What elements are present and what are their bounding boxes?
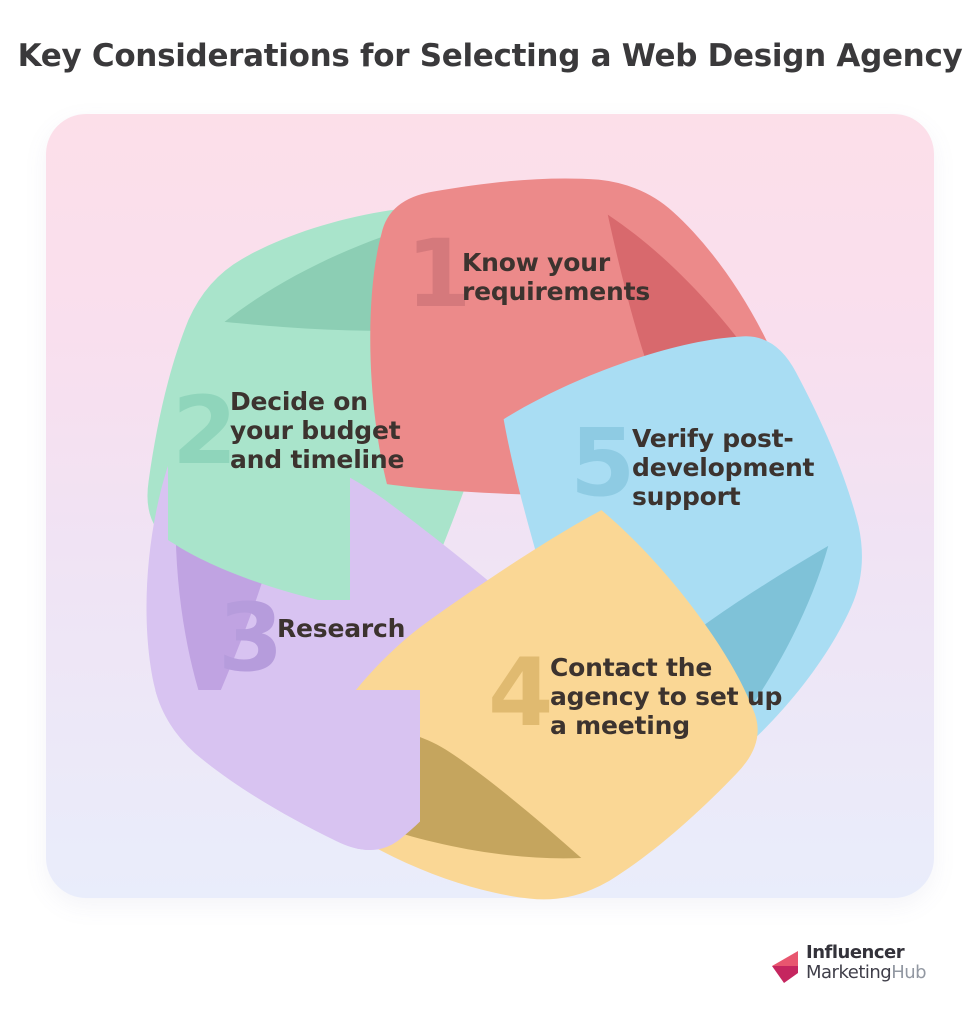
step-1-number: 1	[406, 220, 471, 329]
step-5-number: 5	[570, 409, 635, 518]
page-title: Key Considerations for Selecting a Web D…	[17, 38, 963, 74]
step-1-label: Know your requirements	[462, 248, 651, 306]
logo-arrow-icon	[772, 951, 798, 983]
step-2-number: 2	[172, 377, 237, 486]
step-2-label: Decide on your budget and timeline	[230, 387, 405, 474]
logo-text-influencer: Influencer	[806, 942, 905, 963]
logo-text-marketinghub: MarketingHub	[806, 962, 927, 983]
step-5-label: Verify post- development support	[632, 424, 815, 511]
step-4-label: Contact the agency to set up a meeting	[550, 653, 783, 740]
step-3-number: 3	[218, 584, 283, 693]
step-4-number: 4	[488, 639, 553, 748]
influencer-marketinghub-logo: Influencer MarketingHub	[770, 942, 950, 992]
petal-2-overlap-patch	[168, 430, 350, 600]
petal-3-overlap-patch	[150, 690, 420, 851]
step-3-label: Research	[277, 614, 406, 643]
